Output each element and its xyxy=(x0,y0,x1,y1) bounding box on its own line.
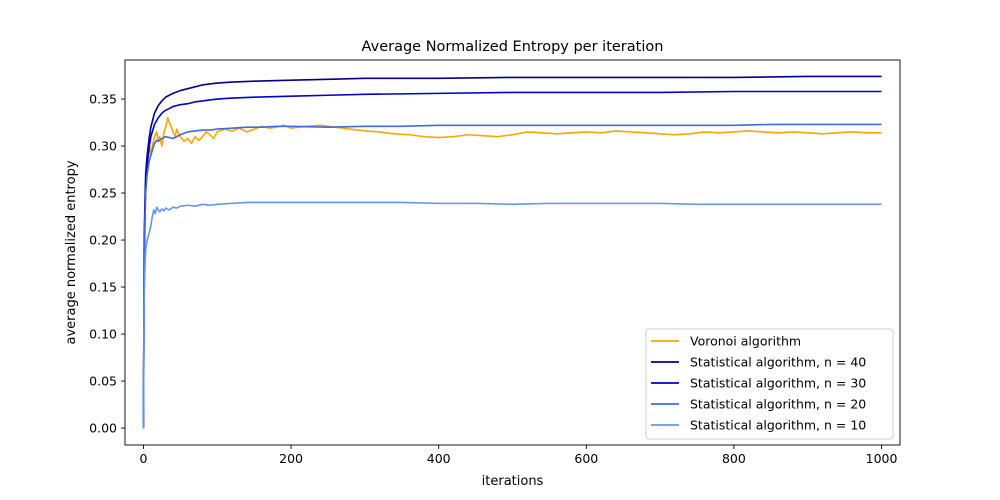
legend: Voronoi algorithm Statistical algorithm, … xyxy=(645,328,894,440)
x-tick-label: 600 xyxy=(574,451,598,466)
x-tick-label: 1000 xyxy=(866,451,898,466)
x-axis-label: iterations xyxy=(482,474,544,489)
y-tick-label: 0.15 xyxy=(89,280,117,295)
legend-label: Statistical algorithm, n = 10 xyxy=(690,418,866,433)
legend-label: Statistical algorithm, n = 20 xyxy=(690,397,866,412)
x-tick-label: 400 xyxy=(427,451,451,466)
series-line-1 xyxy=(142,117,882,429)
x-tick-label: 200 xyxy=(279,451,303,466)
y-axis: 0.00 0.05 0.10 0.15 0.20 0.25 0.30 0.35 xyxy=(89,92,125,436)
legend-box xyxy=(645,328,894,440)
chart-title: Average Normalized Entropy per iteration xyxy=(362,39,664,55)
series-line-3 xyxy=(142,90,882,429)
plot-frame xyxy=(124,59,901,446)
y-axis-label: average normalized entropy xyxy=(64,160,79,344)
y-tick-label: 0.10 xyxy=(89,327,117,342)
series-line-4 xyxy=(142,123,882,429)
series-layer xyxy=(142,75,882,429)
x-tick-label: 800 xyxy=(722,451,746,466)
y-tick-label: 0.20 xyxy=(89,233,117,248)
y-tick-label: 0.35 xyxy=(89,92,117,107)
y-tick-label: 0.05 xyxy=(89,374,117,389)
legend-label: Statistical algorithm, n = 40 xyxy=(690,355,866,370)
y-tick-label: 0.30 xyxy=(89,139,117,154)
series-line-2 xyxy=(142,75,882,429)
legend-label: Voronoi algorithm xyxy=(690,334,801,349)
y-tick-label: 0.25 xyxy=(89,186,117,201)
x-tick-label: 0 xyxy=(139,451,147,466)
y-tick-label: 0.00 xyxy=(89,421,117,436)
legend-label: Statistical algorithm, n = 30 xyxy=(690,376,866,391)
series-line-5 xyxy=(142,201,882,429)
x-axis: 0 200 400 600 800 1000 xyxy=(139,445,898,466)
